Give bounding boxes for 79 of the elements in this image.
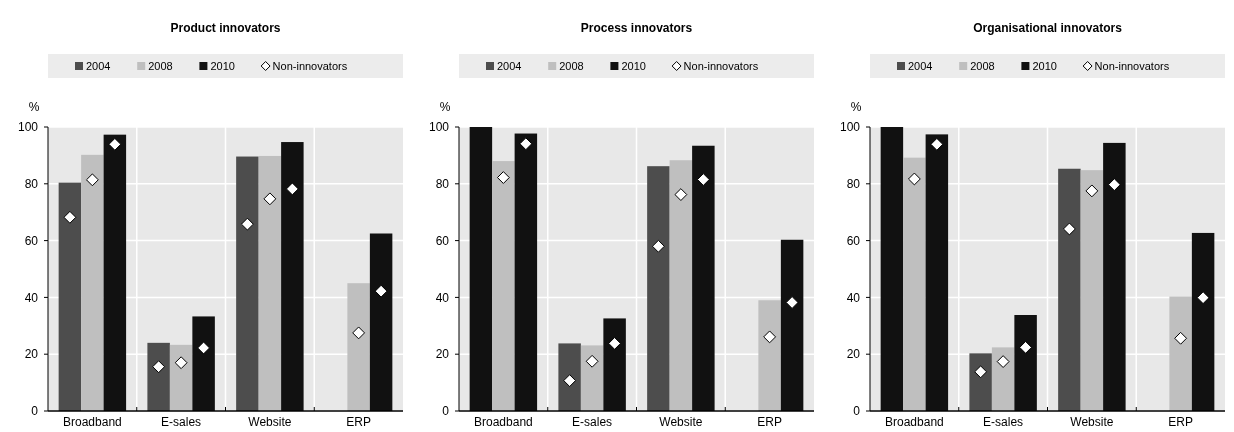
y-tick-label: 100 bbox=[428, 120, 450, 135]
x-tick-label: E-sales bbox=[572, 415, 613, 429]
bar bbox=[58, 182, 82, 411]
x-tick-label: Broadband bbox=[885, 415, 944, 429]
bar bbox=[1058, 168, 1081, 411]
x-tick-label: Website bbox=[659, 415, 703, 429]
y-tick-label: 60 bbox=[24, 233, 39, 248]
bar bbox=[758, 300, 781, 411]
bar bbox=[1191, 232, 1215, 411]
y-tick-label: 100 bbox=[839, 120, 861, 135]
bar bbox=[969, 353, 992, 411]
bar bbox=[1103, 142, 1126, 411]
y-tick-label: 20 bbox=[24, 347, 39, 362]
y-axis-title: % bbox=[439, 100, 451, 114]
bar bbox=[558, 343, 581, 411]
legend-label: 2008 bbox=[148, 60, 173, 72]
legend-label: 2008 bbox=[970, 60, 995, 72]
bar bbox=[147, 342, 170, 411]
bar bbox=[258, 155, 282, 411]
y-tick-label: 40 bbox=[846, 290, 861, 305]
bar bbox=[192, 316, 215, 411]
bar bbox=[1080, 170, 1104, 411]
bar bbox=[692, 145, 715, 411]
x-tick-label: E-sales bbox=[161, 415, 202, 429]
legend-label: 2004 bbox=[497, 60, 522, 72]
bar bbox=[903, 157, 926, 411]
legend-label: Non-innovators bbox=[272, 60, 348, 72]
legend-label: 2008 bbox=[559, 60, 584, 72]
y-tick-label: 80 bbox=[24, 177, 39, 191]
bar bbox=[81, 154, 104, 411]
y-tick-label: 80 bbox=[435, 177, 450, 191]
x-tick-label: ERP bbox=[1168, 415, 1193, 429]
x-tick-label: Broadband bbox=[63, 415, 122, 429]
legend-label: 2004 bbox=[908, 60, 933, 72]
bar bbox=[780, 239, 804, 411]
y-axis-title: % bbox=[850, 100, 862, 114]
bar bbox=[236, 156, 259, 411]
y-tick-label: 20 bbox=[435, 347, 450, 362]
y-tick-label: 0 bbox=[442, 404, 450, 419]
bar bbox=[492, 161, 515, 411]
bar bbox=[281, 142, 304, 411]
bar bbox=[647, 166, 670, 411]
bar bbox=[347, 283, 370, 411]
y-tick-label: 100 bbox=[17, 120, 39, 135]
legend-label: 2010 bbox=[1032, 60, 1057, 72]
bar bbox=[369, 233, 393, 411]
legend-label: 2010 bbox=[210, 60, 235, 72]
x-tick-label: ERP bbox=[346, 415, 371, 429]
bar bbox=[103, 134, 127, 411]
y-tick-label: 40 bbox=[24, 290, 39, 305]
bar bbox=[603, 318, 626, 411]
bar bbox=[514, 133, 538, 411]
y-tick-label: 40 bbox=[435, 290, 450, 305]
bar bbox=[1169, 296, 1192, 411]
y-tick-label: 80 bbox=[846, 177, 861, 191]
y-axis-title: % bbox=[28, 100, 40, 114]
legend-label: Non-innovators bbox=[683, 60, 759, 72]
y-tick-label: 60 bbox=[846, 233, 861, 248]
x-tick-label: Website bbox=[1070, 415, 1114, 429]
x-tick-label: Website bbox=[248, 415, 292, 429]
bar bbox=[669, 160, 693, 411]
x-tick-label: Broadband bbox=[474, 415, 533, 429]
chart-title: Organisational innovators bbox=[973, 21, 1123, 35]
chart-title: Product innovators bbox=[170, 21, 281, 35]
bar bbox=[580, 345, 604, 411]
x-tick-label: E-sales bbox=[983, 415, 1024, 429]
bar bbox=[925, 134, 949, 411]
chart-title: Process innovators bbox=[580, 21, 693, 35]
legend-label: 2004 bbox=[86, 60, 111, 72]
y-tick-label: 60 bbox=[435, 233, 450, 248]
legend-label: Non-innovators bbox=[1094, 60, 1170, 72]
bar bbox=[1014, 315, 1037, 411]
y-tick-label: 0 bbox=[853, 404, 861, 419]
bar bbox=[169, 344, 193, 411]
y-tick-label: 20 bbox=[846, 347, 861, 362]
legend-label: 2010 bbox=[621, 60, 646, 72]
bar bbox=[991, 347, 1015, 411]
y-tick-label: 0 bbox=[31, 404, 39, 419]
x-tick-label: ERP bbox=[757, 415, 782, 429]
